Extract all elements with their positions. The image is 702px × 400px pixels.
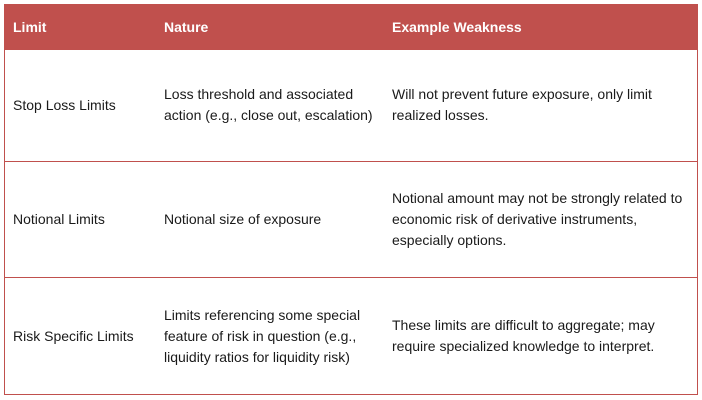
cell-limit: Risk Specific Limits bbox=[13, 327, 134, 344]
cell-nature: Loss threshold and associated action (e.… bbox=[164, 86, 373, 124]
cell-limit: Notional Limits bbox=[13, 210, 105, 227]
limits-table-grid: Limit Nature Example Weakness Stop Loss … bbox=[5, 5, 697, 394]
cell-weakness: Notional amount may not be strongly rela… bbox=[392, 189, 683, 248]
header-nature: Nature bbox=[164, 18, 209, 35]
cell-weakness: These limits are difficult to aggregate;… bbox=[392, 317, 655, 355]
cell-nature: Notional size of exposure bbox=[164, 210, 322, 227]
table-row: Notional Limits Notional size of exposur… bbox=[5, 161, 697, 277]
header-example-weakness: Example Weakness bbox=[392, 18, 522, 35]
cell-weakness: Will not prevent future exposure, only l… bbox=[392, 86, 652, 124]
header-limit: Limit bbox=[13, 18, 47, 35]
cell-limit: Stop Loss Limits bbox=[13, 96, 116, 113]
limits-table: Limit Nature Example Weakness Stop Loss … bbox=[4, 4, 698, 395]
table-body: Stop Loss Limits Loss threshold and asso… bbox=[5, 49, 697, 394]
table-row: Stop Loss Limits Loss threshold and asso… bbox=[5, 49, 697, 161]
table-row: Risk Specific Limits Limits referencing … bbox=[5, 277, 697, 394]
table-header: Limit Nature Example Weakness bbox=[5, 5, 697, 49]
header-row: Limit Nature Example Weakness bbox=[5, 5, 697, 49]
cell-nature: Limits referencing some special feature … bbox=[164, 306, 361, 365]
